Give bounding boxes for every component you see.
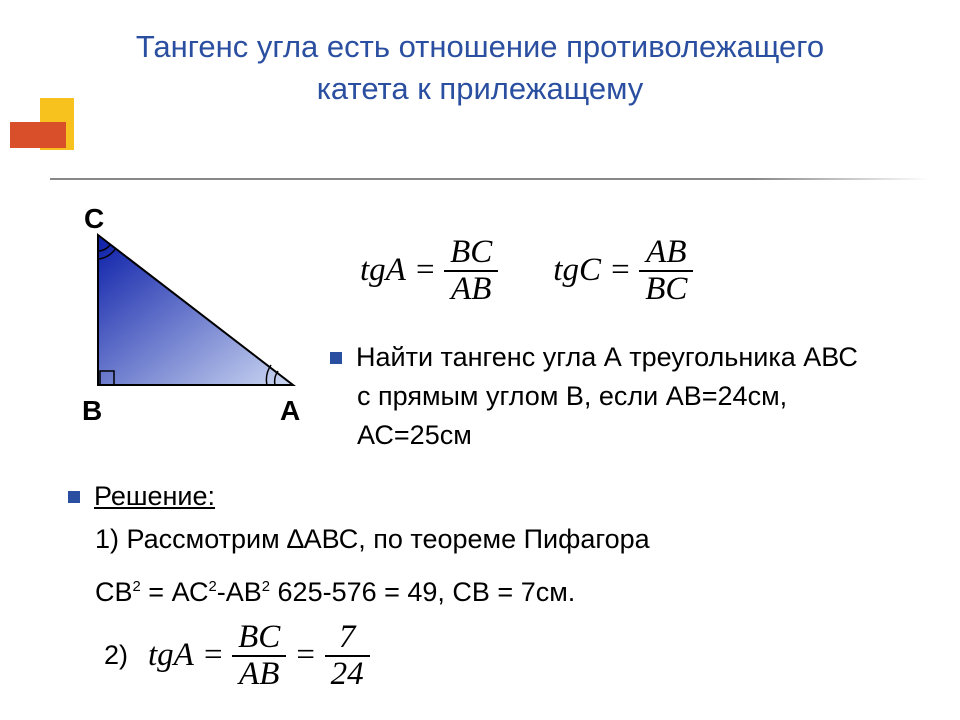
step2-formula: tgA = BC AB = 7 24 [148, 620, 370, 691]
equals-sign: = [414, 252, 436, 289]
problem-text: Найти тангенс угла А треугольника АВС с … [330, 338, 920, 455]
corner-decoration [0, 98, 90, 178]
step2-frac2: 7 24 [325, 620, 370, 691]
solution-block: Решение: 1) Рассмотрим ∆АВС, по теореме … [68, 475, 920, 615]
formula-row: tgA = BC AB tgC = AB BC [360, 235, 693, 306]
tgC-den: BC [639, 272, 693, 307]
tgA-den: AB [444, 272, 498, 307]
step2-label: 2) [104, 640, 128, 671]
tgA-fraction: BC AB [444, 235, 498, 306]
step2-num2: 7 [325, 620, 370, 657]
title-line-1: Тангенс угла есть отношение противолежащ… [136, 29, 824, 64]
step2-lhs: tgA [148, 637, 194, 674]
step2-num1: BC [232, 620, 286, 657]
tgC-lhs: tgC [553, 252, 601, 289]
equals-sign: = [609, 252, 631, 289]
formula-tgC: tgC = AB BC [553, 235, 693, 306]
problem-line-3: АС=25см [357, 420, 472, 450]
tgA-num: BC [444, 235, 498, 272]
triangle-svg [78, 215, 323, 415]
exp2: 2 [133, 579, 141, 595]
exp2: 2 [208, 579, 216, 595]
step1-rest: 625-576 = 49, СВ = 7см. [270, 577, 575, 607]
exp2: 2 [262, 579, 270, 595]
vertex-label-A: A [280, 395, 300, 427]
step2-row: 2) tgA = BC AB = 7 24 [104, 620, 370, 691]
bullet-icon [68, 491, 80, 503]
step2-den1: AB [232, 657, 286, 692]
minus-ab: -АВ [217, 577, 262, 607]
step1-text: 1) Рассмотрим ∆АВС, по теореме Пифагора [95, 524, 650, 554]
step2-den2: 24 [325, 657, 370, 692]
problem-line-2: с прямым углом В, если АВ=24см, [357, 381, 787, 411]
eq-ac: = АС [148, 577, 208, 607]
bullet-icon [330, 352, 342, 364]
horizontal-divider [50, 178, 930, 180]
tgA-lhs: tgA [360, 252, 406, 289]
step2-frac1: BC AB [232, 620, 286, 691]
tgC-fraction: AB BC [639, 235, 693, 306]
vertex-label-B: B [82, 395, 102, 427]
deco-red-block [10, 122, 66, 148]
tgC-num: AB [639, 235, 693, 272]
title-line-2: катета к прилежащему [317, 71, 644, 106]
slide-title: Тангенс угла есть отношение противолежащ… [0, 26, 960, 110]
vertex-label-C: C [84, 203, 104, 235]
equals-sign: = [294, 637, 316, 674]
cb: СВ [95, 577, 133, 607]
problem-line-1: Найти тангенс угла А треугольника АВС [356, 342, 858, 372]
formula-tgA: tgA = BC AB [360, 235, 498, 306]
solution-label: Решение: [94, 481, 215, 511]
equals-sign: = [202, 637, 224, 674]
triangle-figure: C B A [78, 215, 323, 435]
